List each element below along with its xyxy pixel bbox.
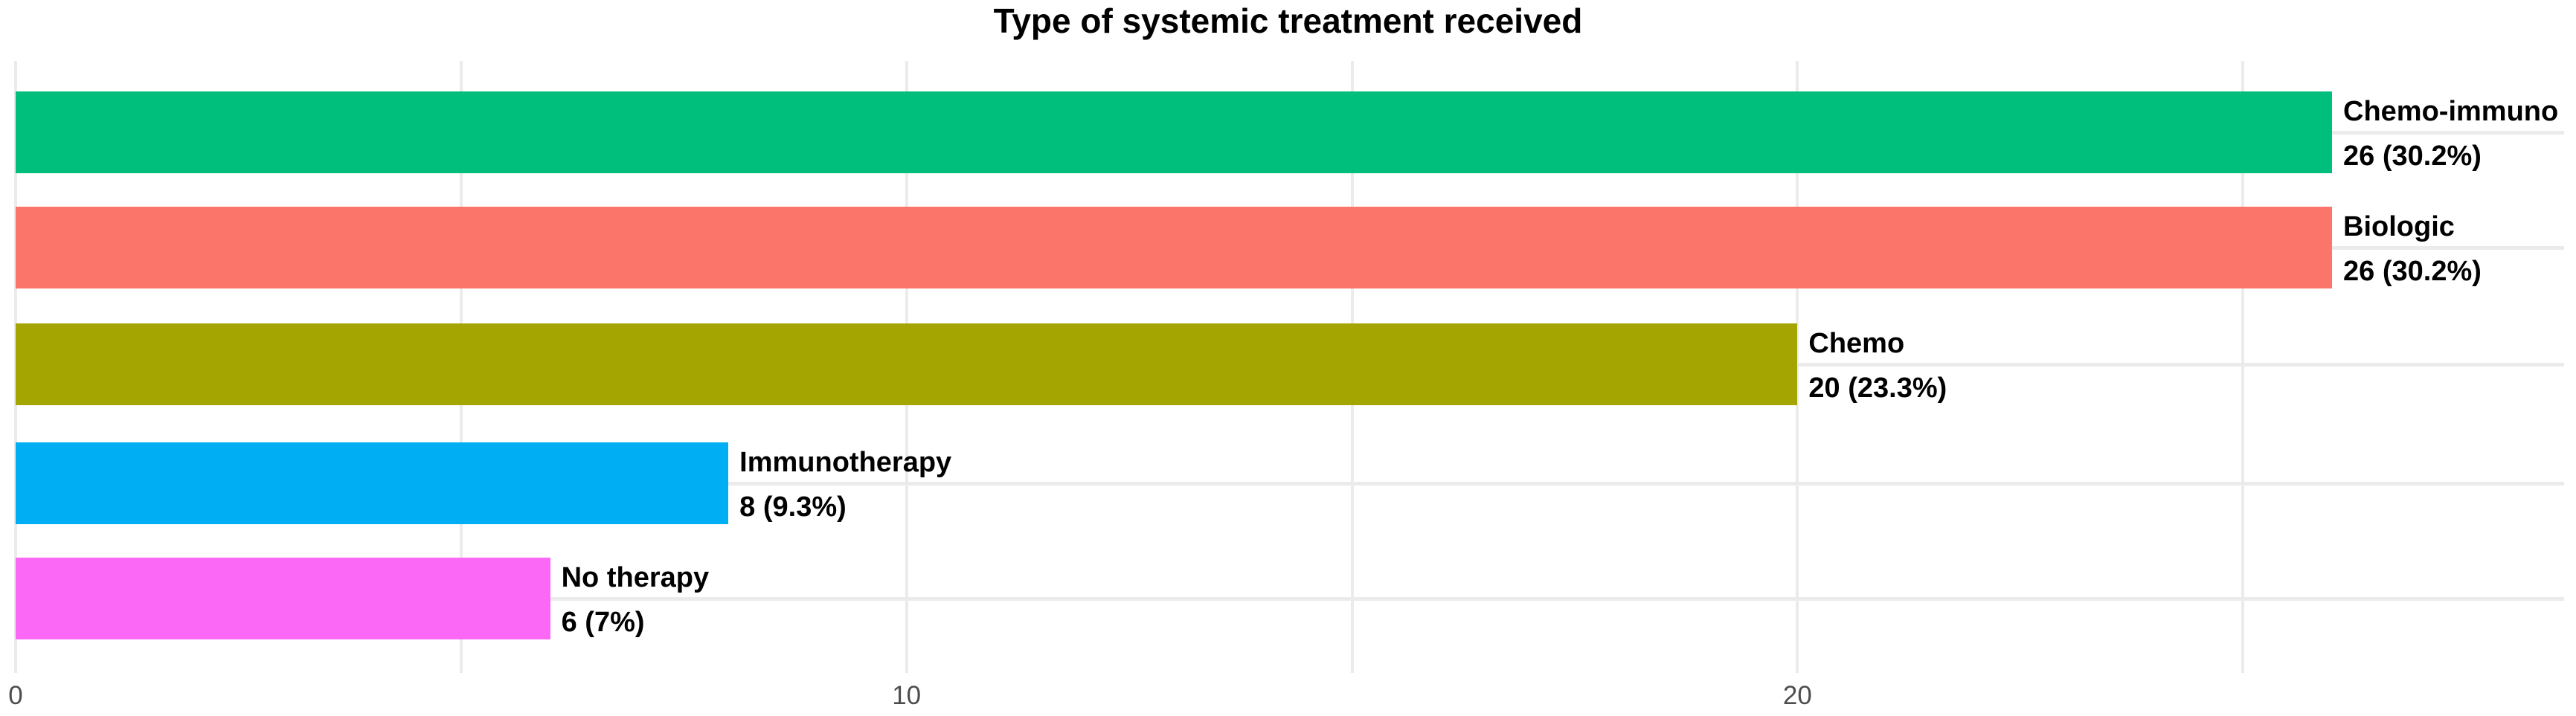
x-axis-tick-label: 20	[1782, 681, 1812, 710]
bar-category-label: Chemo	[1808, 328, 1905, 359]
x-gridline	[1796, 61, 1799, 673]
bar-value-label: 8 (9.3%)	[739, 491, 847, 523]
bar-category-label: Immunotherapy	[739, 447, 952, 478]
x-axis-tick-label: 0	[8, 681, 23, 710]
bar	[16, 207, 2333, 288]
bar	[16, 558, 550, 639]
bar	[16, 323, 1798, 405]
chart-title: Type of systemic treatment received	[993, 1, 1583, 40]
bar-value-label: 26 (30.2%)	[2343, 256, 2482, 287]
x-gridline	[2241, 61, 2245, 673]
bar-value-label: 20 (23.3%)	[1808, 372, 1947, 404]
bar-category-label: Chemo-immuno	[2343, 96, 2559, 127]
bar-value-label: 6 (7%)	[561, 607, 645, 638]
bar-value-label: 26 (30.2%)	[2343, 141, 2482, 172]
y-gridline	[16, 482, 2564, 486]
x-axis-tick-label: 10	[892, 681, 922, 710]
bar	[16, 91, 2333, 173]
bar	[16, 442, 729, 524]
bar-category-label: Biologic	[2343, 211, 2455, 242]
y-gridline	[16, 597, 2564, 601]
bar-category-label: No therapy	[561, 562, 710, 593]
